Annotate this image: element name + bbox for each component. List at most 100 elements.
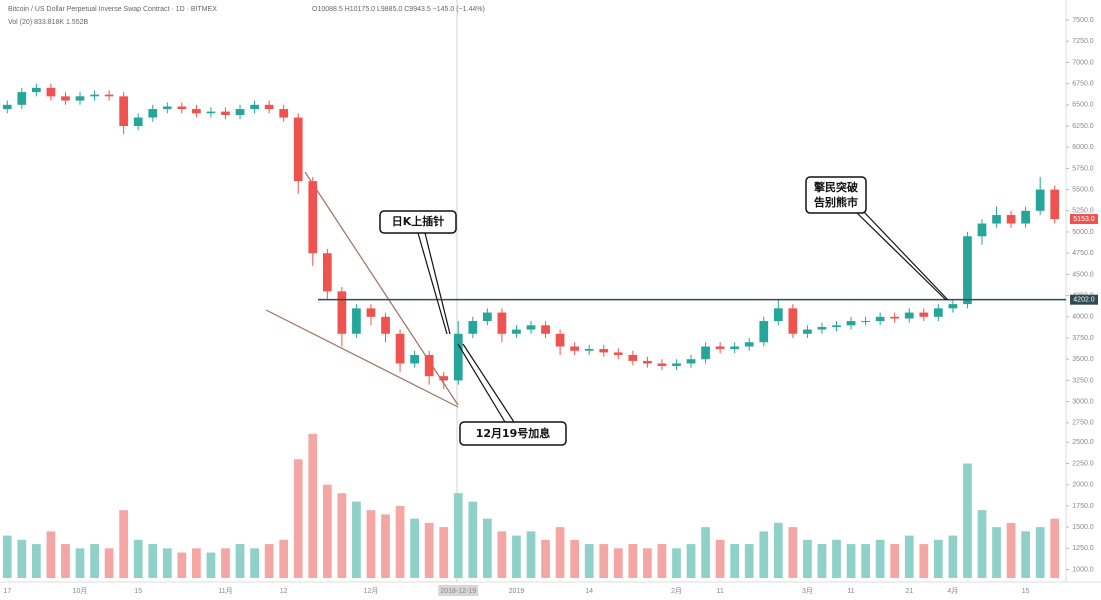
volume-bar <box>890 544 900 578</box>
candle-body <box>701 346 710 360</box>
volume-bar <box>352 501 361 578</box>
candle-body <box>410 354 419 364</box>
volume-bar <box>933 539 943 578</box>
volume-bar <box>570 539 580 578</box>
candle-body <box>933 308 943 317</box>
volume-bar <box>395 505 405 578</box>
volume-bar <box>410 518 419 578</box>
volume-bar <box>148 544 158 578</box>
volume-bar <box>177 552 187 578</box>
candle-body <box>904 312 914 319</box>
callout-text: 告别熊市 <box>814 195 858 209</box>
y-tick-label: 3500.0 <box>1072 356 1094 363</box>
candle-body <box>555 333 565 347</box>
volume-bar <box>337 493 347 578</box>
candle-body <box>948 304 958 309</box>
volume-bar <box>672 548 681 578</box>
y2-tick-label: 1500.0 <box>1072 524 1094 531</box>
volume-bar <box>919 544 929 578</box>
candle-body <box>584 349 594 351</box>
volume-title: Vol (20) 833.818K 1.552B <box>8 19 89 26</box>
volume-bar <box>861 544 870 578</box>
y-tick-label: 7000.0 <box>1072 59 1094 66</box>
callout-text: 擎民突破 <box>814 180 858 194</box>
y2-tick-label: 1250.0 <box>1072 545 1094 552</box>
marks: 7500.0 7250.0 7000.0 6750.0 6500.0 6250.0 6000… <box>2 17 1098 596</box>
y-tick-label: 5000.0 <box>1072 229 1094 236</box>
volume-bar <box>221 548 230 578</box>
volume-bar <box>482 518 492 578</box>
callout-pointer <box>417 232 448 335</box>
candle-body <box>643 360 652 364</box>
volume-bar <box>730 544 740 578</box>
level-tag <box>1070 294 1098 305</box>
volume-bar <box>657 544 667 578</box>
x-tick-label: 3月 <box>802 587 813 595</box>
candle-body <box>963 236 972 305</box>
chart-title: Bitcoin / US Dollar Perpetual Inverse Sw… <box>8 6 217 13</box>
x-tick-label: 12月 <box>364 587 379 595</box>
volume-bar <box>701 527 710 578</box>
volume-bar <box>977 510 987 578</box>
volume-bar <box>46 531 56 578</box>
ohlc-text: O10088.5 H10175.0 L9885.0 C9943.5 −145.0… <box>312 6 485 13</box>
x-tick-highlight <box>438 585 479 596</box>
volume-bar <box>381 514 390 578</box>
volume-bar <box>293 459 303 578</box>
candle-body <box>468 321 478 334</box>
callout-text: 12月19号加息 <box>476 426 551 440</box>
candle-body <box>337 291 347 334</box>
volume-bar <box>250 548 259 578</box>
volume-bar <box>744 544 754 578</box>
candle-body <box>177 106 187 110</box>
y-tick-label: 4500.0 <box>1072 271 1094 278</box>
volume-bar <box>119 510 129 578</box>
volume-bar <box>526 531 536 578</box>
volume-bar <box>788 527 798 578</box>
volume-bar <box>832 539 841 578</box>
y-tick-label: 6250.0 <box>1072 123 1094 130</box>
y2-tick-label: 2500.0 <box>1072 439 1094 446</box>
y-tick-label: 4000.0 <box>1072 314 1094 321</box>
candle-body <box>919 312 929 317</box>
candle-body <box>482 312 492 322</box>
y-tick-label: 3250.0 <box>1072 377 1094 384</box>
candle-body <box>773 308 783 322</box>
volume-bar <box>264 544 274 578</box>
candle-body <box>308 181 318 254</box>
callout: 12月19号加息 <box>457 343 567 446</box>
y2-tick-label: 1750.0 <box>1072 503 1094 510</box>
x-tick-label: 15 <box>1022 588 1030 595</box>
x-tick-label: 17 <box>3 588 11 595</box>
volume-bar <box>1006 522 1016 578</box>
x-tick-label: 11 <box>847 588 854 595</box>
x-tick-label: 15 <box>134 588 142 595</box>
volume-bar <box>904 535 914 578</box>
volume-bar <box>759 531 769 578</box>
candle-body <box>672 363 681 366</box>
candle-body <box>875 316 885 322</box>
volume-bar <box>963 463 972 578</box>
candle-body <box>759 321 769 343</box>
candle-body <box>788 308 798 334</box>
trend-line <box>265 309 459 408</box>
candle-body <box>686 359 696 364</box>
candle-body <box>90 94 99 97</box>
volume-bar <box>686 544 696 578</box>
candle-body <box>817 326 827 330</box>
volume-bar <box>162 548 172 578</box>
candle-body <box>628 354 638 361</box>
candle-body <box>381 316 390 334</box>
candle-body <box>803 329 812 334</box>
volume-bar <box>308 433 318 578</box>
x-tick-label: 4月 <box>947 587 958 595</box>
volume-bar <box>497 531 507 578</box>
candle-body <box>541 325 550 334</box>
candle-body <box>279 109 289 118</box>
candle-body <box>264 104 274 110</box>
candle-body <box>61 96 70 101</box>
x-tick-label: 2月 <box>671 587 682 595</box>
candle-body <box>1050 189 1060 220</box>
candle-body <box>599 349 609 353</box>
y-tick-label: 6000.0 <box>1072 144 1094 151</box>
